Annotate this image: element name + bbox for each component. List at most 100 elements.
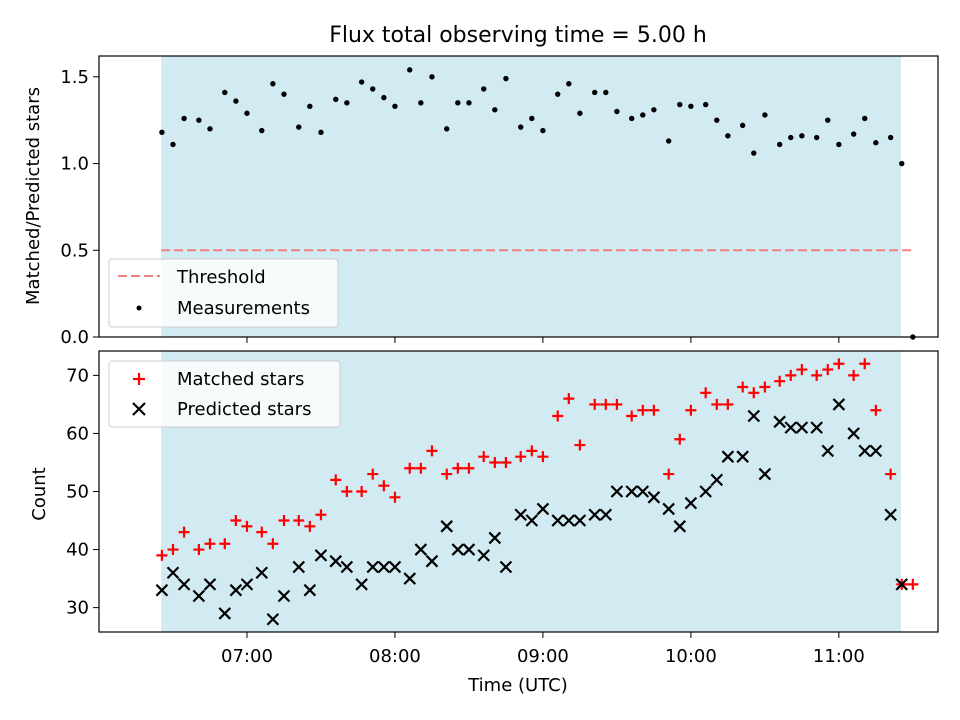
data-point	[307, 103, 313, 110]
data-point	[296, 124, 302, 130]
data-point	[899, 160, 905, 167]
data-point	[884, 508, 897, 522]
data-point	[870, 404, 882, 416]
data-point	[847, 427, 860, 440]
data-point	[425, 554, 439, 568]
data-point	[503, 75, 509, 82]
data-point	[240, 578, 254, 591]
data-point	[887, 134, 894, 141]
data-point	[266, 612, 280, 626]
data-point	[167, 544, 179, 556]
data-point	[603, 89, 609, 96]
data-point	[440, 520, 454, 533]
data-point	[821, 444, 835, 458]
x-axis-ticks: 07:00 08:00 09:00 10:00 11:00	[221, 632, 865, 667]
data-point	[685, 404, 697, 416]
data-point	[536, 502, 550, 516]
data-point	[341, 486, 353, 497]
data-point	[270, 81, 276, 87]
data-point	[462, 543, 476, 556]
data-point	[488, 531, 502, 545]
data-point	[573, 514, 587, 527]
data-point	[858, 444, 872, 458]
y-axis-label: Count	[29, 467, 50, 520]
data-point	[784, 421, 798, 434]
data-point	[259, 127, 265, 134]
data-point	[203, 578, 217, 591]
data-point	[514, 508, 527, 522]
data-point	[574, 439, 586, 451]
data-point	[836, 141, 842, 148]
data-point	[293, 515, 305, 527]
y-tick-label: 0.5	[60, 240, 89, 261]
data-point	[367, 468, 379, 480]
data-point	[588, 508, 601, 522]
data-point	[218, 607, 232, 620]
star-count-panel: 30 40 50 60 70 07:00 08:00 09:00 10:00 11:00 Cou…	[29, 350, 939, 696]
data-point	[192, 589, 206, 603]
legend: Matched stars Predicted stars	[108, 360, 341, 428]
data-point	[441, 468, 453, 480]
data-point	[873, 140, 879, 146]
legend-box	[108, 258, 339, 328]
legend-threshold-label: Threshold	[176, 267, 266, 288]
data-point	[481, 86, 487, 92]
data-point	[625, 485, 638, 498]
data-point	[356, 486, 368, 497]
data-point	[303, 583, 317, 597]
y-tick-label: 50	[66, 482, 89, 503]
data-point	[563, 393, 575, 405]
data-point	[795, 421, 809, 434]
data-point	[555, 91, 561, 97]
x-tick-label: 10:00	[665, 646, 717, 667]
data-point	[444, 126, 450, 132]
data-point	[389, 491, 401, 503]
data-point	[869, 444, 883, 458]
data-point	[241, 520, 253, 532]
data-point	[711, 398, 723, 410]
data-point	[267, 538, 279, 550]
data-point	[415, 462, 427, 474]
data-point	[204, 538, 216, 550]
data-point	[662, 502, 675, 516]
data-point	[637, 404, 649, 416]
data-point	[599, 508, 613, 522]
data-point	[466, 100, 472, 106]
data-point	[636, 485, 650, 498]
data-point	[748, 387, 760, 399]
data-point	[566, 81, 572, 87]
data-point	[403, 572, 417, 585]
data-point	[811, 369, 823, 381]
data-point	[256, 526, 268, 538]
y-axis-label: Matched/Predicted stars	[23, 87, 44, 305]
data-point	[155, 583, 169, 597]
data-point	[452, 462, 464, 474]
star-count-points	[155, 358, 919, 626]
data-point	[813, 134, 820, 141]
data-point	[677, 101, 683, 108]
data-point	[388, 560, 402, 574]
data-point	[292, 560, 306, 574]
data-point	[758, 467, 772, 481]
data-point	[378, 480, 390, 492]
data-point	[244, 110, 250, 116]
data-point	[366, 560, 380, 574]
measurement-points	[159, 67, 916, 340]
data-point	[552, 410, 564, 422]
data-point	[737, 381, 749, 393]
data-point	[229, 583, 243, 597]
data-point	[518, 124, 524, 130]
data-point	[500, 456, 512, 468]
data-point	[673, 520, 687, 533]
data-point	[478, 451, 490, 463]
data-point	[788, 134, 794, 141]
data-point	[895, 578, 909, 591]
legend-box	[108, 360, 341, 428]
data-point	[499, 560, 513, 574]
data-point	[381, 94, 387, 101]
data-point	[688, 103, 694, 110]
data-point	[407, 67, 413, 73]
data-point	[277, 589, 291, 603]
data-point	[355, 578, 368, 591]
